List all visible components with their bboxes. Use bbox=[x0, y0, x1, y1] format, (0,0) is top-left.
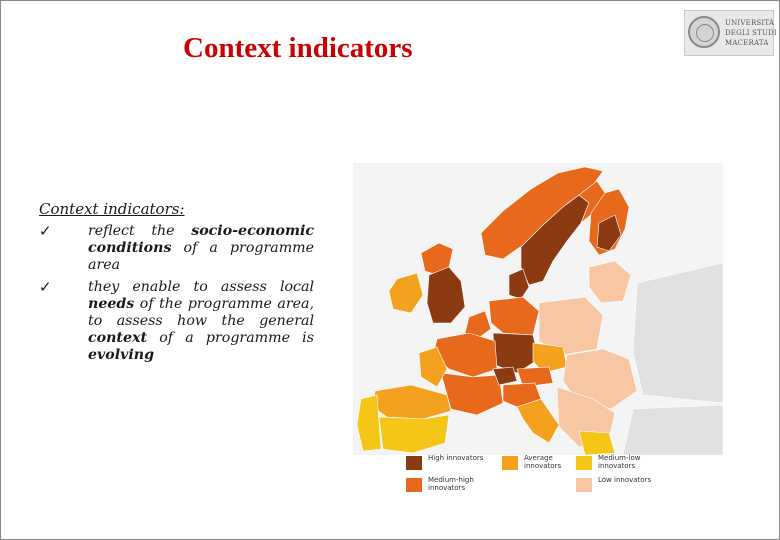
content-heading: Context indicators: bbox=[39, 200, 314, 218]
legend-swatch bbox=[406, 456, 422, 470]
bullet-text-emphasis: socio-economic conditions bbox=[88, 223, 314, 256]
university-seal-icon bbox=[688, 16, 720, 48]
bullet-list: ✓ reflect the socio-economic conditions o… bbox=[39, 223, 314, 364]
region-czechia bbox=[532, 342, 568, 374]
legend-swatch bbox=[502, 456, 518, 470]
legend-swatch bbox=[576, 456, 592, 470]
region-greece bbox=[578, 430, 616, 455]
region-france-south bbox=[440, 372, 504, 416]
bullet-text-segment: reflect the bbox=[88, 223, 192, 239]
bullet-item: ✓ reflect the socio-economic conditions o… bbox=[39, 223, 314, 274]
bullet-text: reflect the socio-economic conditions of… bbox=[88, 223, 314, 274]
region-portugal bbox=[356, 394, 382, 452]
checkmark-icon: ✓ bbox=[39, 278, 52, 296]
map-container bbox=[353, 163, 723, 455]
region-france-west bbox=[418, 346, 448, 388]
map-legend: High innovators Average innovators Mediu… bbox=[406, 454, 726, 499]
region-finland-south bbox=[596, 214, 622, 252]
bullet-text-segment: they enable to assess local bbox=[88, 279, 314, 295]
region-austria bbox=[516, 366, 554, 388]
region-sweden bbox=[520, 194, 590, 286]
bullet-text-emphasis: evolving bbox=[88, 347, 154, 363]
legend-label: Low innovators bbox=[598, 476, 652, 484]
content-heading-text: Context indicators bbox=[39, 200, 180, 218]
checkmark-icon: ✓ bbox=[39, 222, 52, 240]
bullet-text: they enable to assess local needs of the… bbox=[88, 279, 314, 364]
legend-label: Medium-high innovators bbox=[428, 476, 474, 492]
region-switzerland bbox=[492, 366, 518, 386]
region-east bbox=[562, 348, 638, 410]
region-denmark bbox=[508, 268, 530, 300]
legend-label: Medium-low innovators bbox=[598, 454, 641, 470]
logo-line-3: MACERATA bbox=[725, 39, 769, 47]
bullet-text-segment: of a programme area bbox=[88, 240, 314, 273]
content-block: Context indicators: ✓ reflect the socio-e… bbox=[39, 200, 314, 364]
region-outside-turkey bbox=[622, 404, 723, 455]
bullet-item: ✓ they enable to assess local needs of th… bbox=[39, 279, 314, 364]
region-ireland bbox=[388, 272, 424, 314]
content-heading-colon: : bbox=[179, 200, 185, 218]
bullet-text-segment: of a programme is bbox=[147, 330, 314, 346]
region-baltics bbox=[588, 260, 632, 304]
region-outside-east bbox=[632, 262, 723, 404]
legend-label: Average innovators bbox=[524, 454, 562, 470]
legend-label: High innovators bbox=[428, 454, 484, 462]
region-spain-south bbox=[378, 414, 450, 454]
region-poland bbox=[538, 296, 604, 356]
bullet-text-segment: of the programme area, to assess how the… bbox=[88, 296, 314, 329]
region-england bbox=[426, 266, 466, 324]
slide-title: Context indicators bbox=[183, 32, 413, 64]
legend-swatch bbox=[576, 478, 592, 492]
europe-regional-innovation-map bbox=[353, 163, 723, 455]
logo-line-1: UNIVERSITÀ bbox=[725, 19, 775, 27]
region-italy-south bbox=[516, 398, 560, 444]
region-benelux bbox=[464, 310, 492, 340]
university-logo: UNIVERSITÀ DEGLI STUDI MACERATA bbox=[684, 10, 777, 56]
bullet-text-emphasis: needs bbox=[88, 296, 135, 312]
legend-swatch bbox=[406, 478, 422, 492]
logo-line-2: DEGLI STUDI bbox=[725, 29, 777, 37]
bullet-text-emphasis: context bbox=[88, 330, 148, 346]
